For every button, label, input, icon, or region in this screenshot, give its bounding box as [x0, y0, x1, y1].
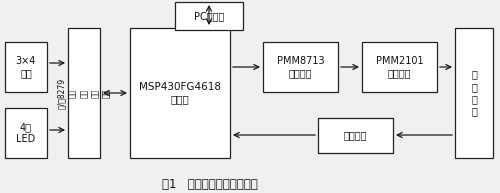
Bar [175, 2, 243, 30]
Bar [5, 108, 47, 158]
Text: 片/显8279
键盘
显示
接口
电路: 片/显8279 键盘 显示 接口 电路 [58, 77, 110, 108]
Text: MSP430FG4618
单片机: MSP430FG4618 单片机 [139, 82, 221, 104]
Bar [318, 118, 393, 153]
Bar [362, 42, 437, 92]
Bar [455, 28, 493, 158]
Bar [5, 42, 47, 92]
Text: PMM8713
驱动电路: PMM8713 驱动电路 [276, 56, 324, 78]
Text: 步
进
电
机: 步 进 电 机 [471, 69, 477, 117]
Text: PMM2101
功率放大: PMM2101 功率放大 [376, 56, 424, 78]
Text: PC上位机: PC上位机 [194, 11, 224, 21]
Text: 过流保护: 过流保护 [344, 130, 367, 141]
Bar [130, 28, 230, 158]
Text: 图1   步进电机控制系统框图: 图1 步进电机控制系统框图 [162, 179, 258, 191]
Text: 4位
LED: 4位 LED [16, 122, 36, 144]
Bar [68, 28, 100, 158]
Bar [263, 42, 338, 92]
Text: 3×4
键盘: 3×4 键盘 [16, 56, 36, 78]
